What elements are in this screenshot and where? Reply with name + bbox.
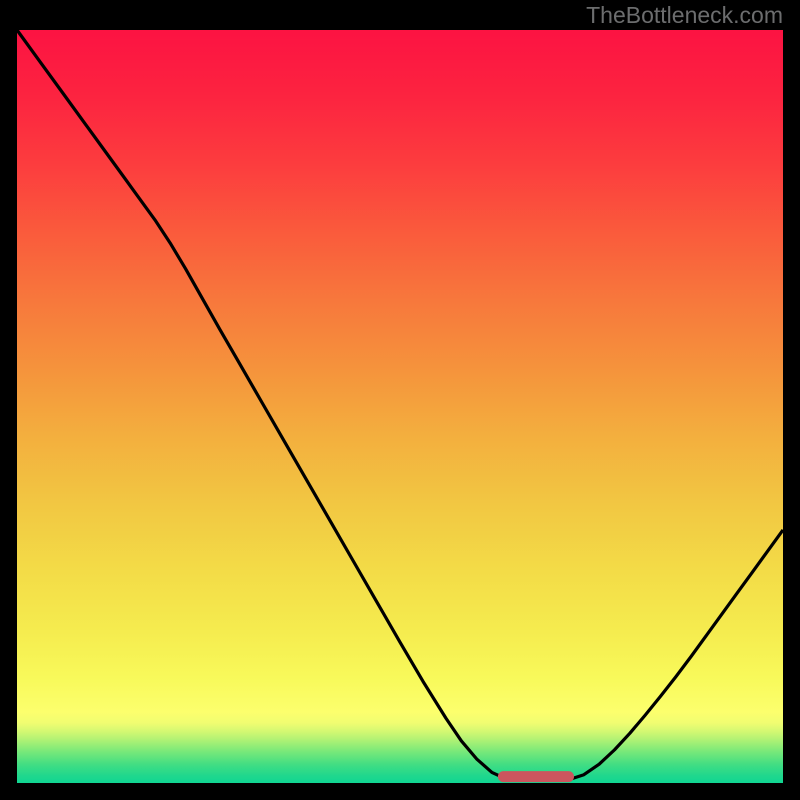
chart-svg	[0, 0, 800, 800]
watermark-text: TheBottleneck.com	[586, 2, 783, 29]
plot-background	[17, 30, 783, 783]
bottleneck-chart: TheBottleneck.com	[0, 0, 800, 800]
